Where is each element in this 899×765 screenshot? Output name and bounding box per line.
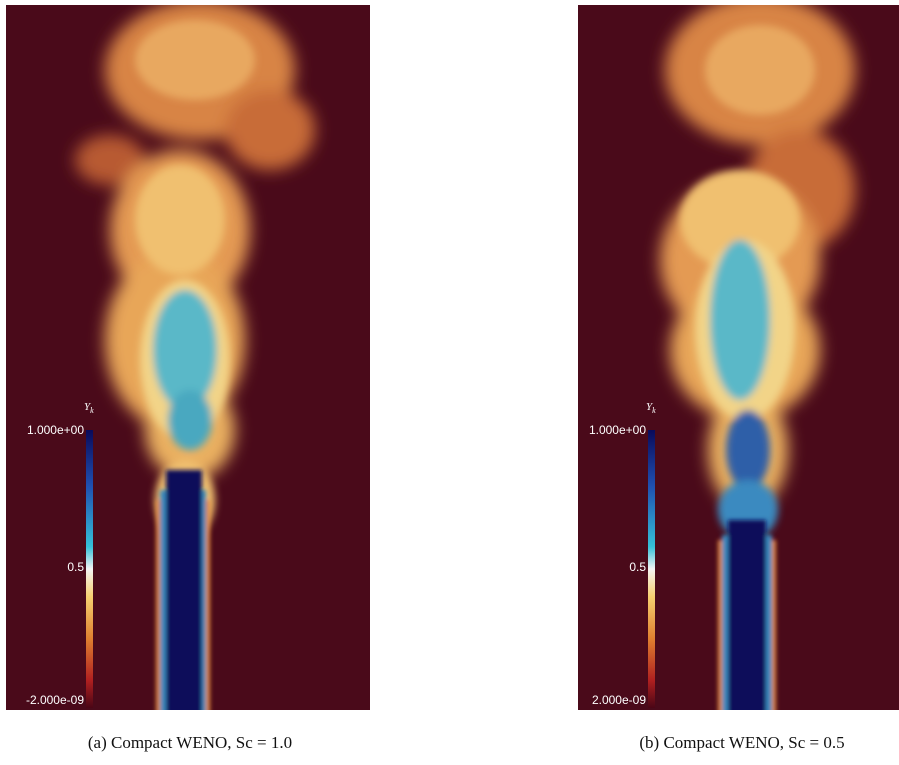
jet-core xyxy=(156,470,210,715)
plume-image-a: Yk 1.000e+00 0.5 -2.000e-09 xyxy=(6,0,370,715)
caption: (b) Compact WENO, Sc = 0.5 xyxy=(639,733,844,752)
caption: (a) Compact WENO, Sc = 1.0 xyxy=(88,733,292,752)
colorbar-label-subscript: k xyxy=(652,406,656,415)
colorbar xyxy=(648,430,655,708)
colorbar-tick-label: 0.5 xyxy=(67,560,84,574)
colorbar-label-subscript: k xyxy=(90,406,94,415)
jet-core xyxy=(718,520,776,715)
figure-canvas: Yk 1.000e+00 0.5 -2.000e-09 (a) Compact … xyxy=(0,0,899,765)
plume-image-b: Yk 1.000e+00 0.5 2.000e-09 xyxy=(578,0,899,715)
colorbar-tick-label: 1.000e+00 xyxy=(27,423,84,437)
figure: Yk 1.000e+00 0.5 -2.000e-09 (a) Compact … xyxy=(0,0,899,765)
colorbar-tick-label: 2.000e-09 xyxy=(592,693,646,707)
colorbar xyxy=(86,430,93,708)
colorbar-tick-label: -2.000e-09 xyxy=(26,693,84,707)
colorbar-tick-label: 0.5 xyxy=(629,560,646,574)
colorbar-tick-label: 1.000e+00 xyxy=(589,423,646,437)
